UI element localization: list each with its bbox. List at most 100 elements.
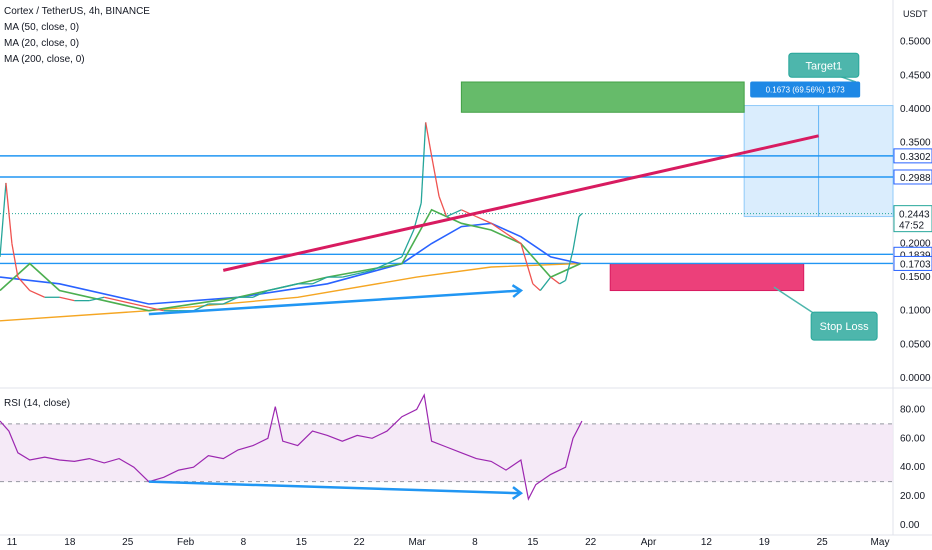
price-segment: [118, 300, 135, 305]
rsi-tick-label: 0.00: [900, 520, 920, 531]
price-tag-label: 0.1839: [900, 250, 931, 261]
rsi-tick-label: 60.00: [900, 433, 925, 444]
price-tag-label: 0.3302: [900, 152, 931, 163]
rsi-band: [0, 423, 893, 482]
rsi-tick-label: 80.00: [900, 404, 925, 415]
target-zone-box[interactable]: [460, 81, 745, 113]
rsi-divergence-arrow[interactable]: [148, 480, 521, 495]
current-price-countdown: 47:52: [899, 221, 924, 232]
rsi-line[interactable]: [0, 393, 583, 501]
price-segment: [425, 122, 433, 157]
time-tick-label: 19: [759, 537, 771, 548]
price-segment: [559, 279, 566, 285]
target-callout-text: Target1: [805, 60, 842, 72]
price-segment: [104, 296, 120, 302]
rising-trend-line[interactable]: [222, 134, 819, 272]
price-tick-label: 0.4000: [900, 104, 931, 115]
rsi-tick-label: 40.00: [900, 462, 925, 473]
price-segment: [438, 196, 448, 217]
price-segment: [564, 250, 574, 281]
time-tick-label: Mar: [408, 537, 426, 548]
overlay-layer: Target1 0.1673 (69.56%) 1673 Stop Loss: [148, 52, 878, 500]
price-pane[interactable]: [0, 0, 932, 535]
price-segment: [386, 256, 403, 265]
price-segment: [342, 273, 358, 278]
price-tick-label: 0.1000: [900, 306, 931, 317]
ma200-line[interactable]: [0, 262, 581, 322]
rsi-tick-label: 20.00: [900, 491, 925, 502]
price-tick-label: 0.4500: [900, 70, 931, 81]
ma200-legend[interactable]: MA (200, close, 0): [4, 54, 85, 65]
price-segment: [193, 303, 209, 312]
measure-label-text: 0.1673 (69.56%) 1673: [766, 86, 846, 95]
price-segment: [578, 213, 583, 218]
price-segment: [446, 209, 462, 218]
time-tick-label: 8: [472, 537, 478, 548]
stop-callout-box[interactable]: [810, 311, 878, 341]
price-tag-box: [893, 169, 932, 185]
price-segment: [89, 296, 105, 302]
price-segment: [475, 215, 492, 224]
price-segment: [282, 283, 298, 288]
current-price-tag: [893, 205, 932, 233]
price-segment: [312, 276, 328, 285]
ma50-legend[interactable]: MA (50, close, 0): [4, 22, 80, 33]
time-axis[interactable]: 11 18 25 Feb 8 15 22 Mar 8 15 22 Apr 12 19 25 May: [0, 534, 932, 548]
time-tick-label: 15: [527, 537, 539, 548]
rsi-legend[interactable]: RSI (14, close): [4, 398, 71, 409]
price-segment: [11, 243, 19, 278]
price-tick-label: 0.5000: [900, 37, 931, 48]
currency-label[interactable]: USDT: [903, 9, 928, 19]
measure-label-box: [750, 81, 861, 98]
price-segment: [520, 243, 528, 264]
time-tick-label: May: [871, 537, 890, 548]
price-segment: [526, 263, 534, 285]
price-divergence-arrow[interactable]: [148, 289, 521, 316]
time-tick-label: 25: [817, 537, 829, 548]
stop-zone-box[interactable]: [609, 263, 805, 292]
time-tick-label: 22: [585, 537, 597, 548]
time-tick-label: 18: [64, 537, 76, 548]
target-callout-box[interactable]: [788, 52, 860, 78]
ma50-line[interactable]: [0, 222, 581, 305]
time-tick-label: Apr: [641, 537, 657, 548]
rsi-axis[interactable]: 80.00 60.00 40.00 20.00 0.00: [900, 404, 925, 531]
price-segment: [17, 276, 31, 291]
price-tick-label: 0.1500: [900, 272, 931, 283]
price-segment: [5, 182, 13, 244]
price-tick-label: 0.0000: [900, 373, 931, 384]
price-segment: [572, 216, 580, 251]
price-segment: [0, 182, 7, 257]
price-tick-label: 0.0500: [900, 339, 931, 350]
price-segment: [59, 296, 75, 302]
price-segment: [539, 276, 552, 291]
time-tick-label: 22: [354, 537, 366, 548]
price-segment: [490, 222, 507, 234]
price-tag-box: [893, 255, 932, 271]
time-tick-label: 12: [701, 537, 713, 548]
time-tick-label: 8: [241, 537, 247, 548]
price-segment: [252, 289, 269, 298]
price-segment: [461, 209, 477, 218]
stop-callout-text: Stop Loss: [820, 321, 869, 333]
price-segment: [371, 263, 388, 271]
price-tick-label: 0.3500: [900, 138, 931, 149]
rsi-pane[interactable]: [0, 393, 893, 501]
time-tick-label: Feb: [177, 537, 195, 548]
price-tag-label: 0.2988: [900, 173, 931, 184]
price-tick-label: 0.2000: [900, 238, 931, 249]
price-segment: [505, 232, 522, 244]
price-axis[interactable]: 0.50000.45000.40000.35000.30000.25000.20…: [893, 9, 932, 384]
price-segment: [532, 283, 541, 292]
symbol-legend[interactable]: Cortex / TetherUS, 4h, BINANCE: [4, 6, 150, 17]
price-segment: [357, 269, 373, 275]
ma20-legend[interactable]: MA (20, close, 0): [4, 38, 80, 49]
price-tag-label: 0.1703: [900, 259, 931, 270]
time-tick-label: 25: [122, 537, 134, 548]
time-tick-label: 15: [296, 537, 308, 548]
price-segment: [267, 286, 283, 292]
price-tag-box: [893, 148, 932, 164]
rsi-divergence-arrow-head: [511, 486, 524, 500]
price-segment: [420, 122, 427, 204]
